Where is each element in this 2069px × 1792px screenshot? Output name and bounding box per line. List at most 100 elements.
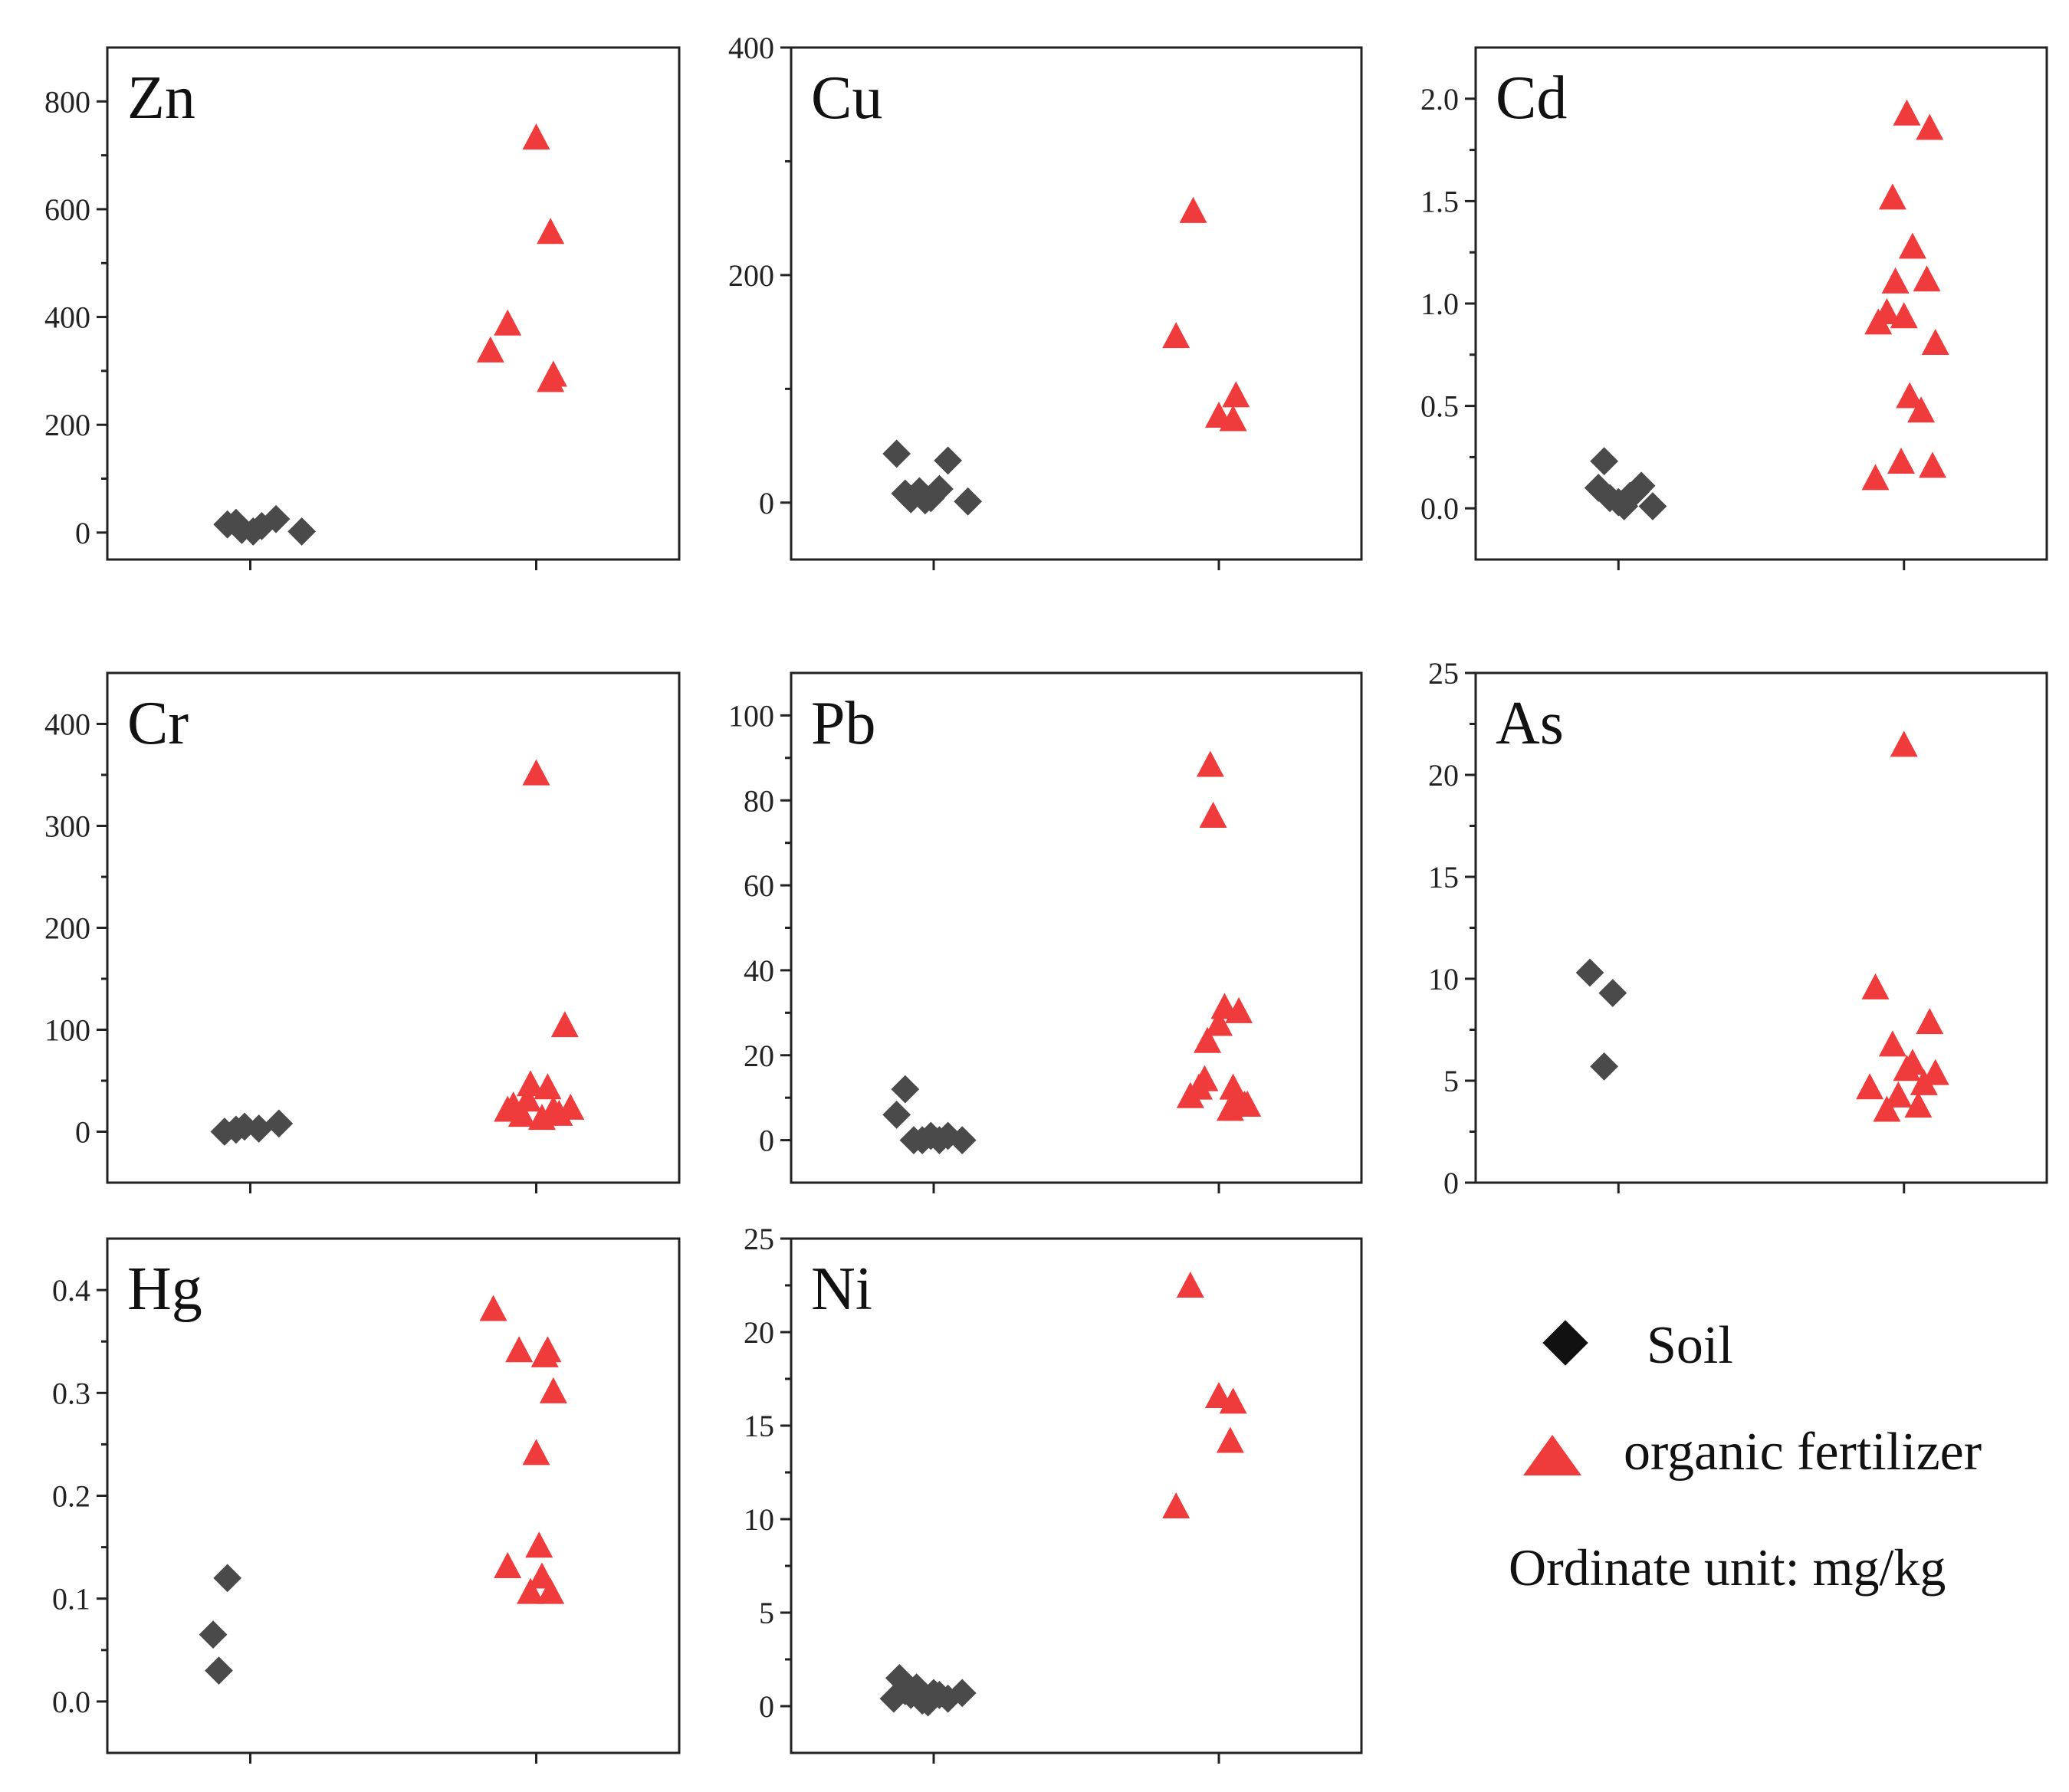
fertilizer-point (1176, 1272, 1204, 1298)
fertilizer-point (525, 1531, 553, 1558)
y-tick-label: 10 (744, 1502, 774, 1537)
plot-frame (106, 671, 681, 1184)
fertilizer-point (522, 759, 550, 786)
y-tick-label: 400 (44, 300, 90, 335)
fertilizer-point (1881, 267, 1910, 294)
y-tick-label: 0.1 (52, 1582, 90, 1616)
y-tick-label: 40 (744, 953, 774, 988)
fertilizer-point (1219, 1073, 1247, 1100)
panel-title: Ni (811, 1255, 872, 1323)
y-tick-label: 1.5 (1420, 184, 1459, 218)
panel-title: Cd (1496, 64, 1567, 132)
y-tick-label: 0.0 (1420, 491, 1459, 526)
y-tick-label: 25 (744, 1222, 774, 1256)
soil-point (934, 446, 962, 475)
fertilizer-point (527, 1562, 556, 1589)
fertilizer-point (1913, 265, 1941, 292)
fertilizer-point (537, 1577, 565, 1604)
soil-point (882, 1100, 911, 1129)
fertilizer-point (1225, 996, 1253, 1023)
y-tick-label: 15 (744, 1409, 774, 1443)
y-tick-label: 60 (744, 868, 774, 903)
y-tick-label: 200 (44, 911, 90, 946)
y-tick-label: 2.0 (1420, 82, 1459, 117)
fertilizer-point (1921, 329, 1949, 356)
panel-as: 0 5 10 15 20 25 As (1428, 656, 2048, 1200)
panel-pb: 0 20 40 60 80 100 Pb (728, 671, 1363, 1193)
fertilizer-point (1233, 1090, 1262, 1117)
fertilizer-point (1219, 405, 1247, 432)
soil-point (1627, 471, 1656, 501)
fertilizer-point (1890, 730, 1918, 757)
fertilizer-point (1162, 1492, 1190, 1518)
soil-point (1638, 492, 1667, 520)
y-tick-label: 25 (1428, 656, 1459, 691)
y-tick-label: 20 (744, 1315, 774, 1350)
fertilizer-point (517, 1070, 545, 1097)
fertilizer-point (1919, 451, 1946, 478)
plot-frame (106, 46, 681, 561)
soil-point (954, 487, 983, 516)
y-tick-label: 300 (44, 809, 90, 844)
fertilizer-point (1893, 99, 1921, 126)
y-tick-label: 0.4 (52, 1273, 90, 1308)
fertilizer-point (1921, 1058, 1949, 1085)
fertilizer-point (507, 1101, 536, 1127)
soil-point (264, 1109, 294, 1138)
y-tick-label: 200 (728, 258, 774, 293)
y-tick-label: 0.0 (52, 1685, 90, 1719)
legend: Soil organic fertilizer Ordinate unit: m… (1509, 1316, 1982, 1597)
fertilizer-point (1196, 750, 1224, 777)
y-tick-label: 0 (75, 1115, 90, 1150)
y-tick-label: 0.5 (1420, 389, 1459, 424)
fertilizer-point (1222, 381, 1250, 408)
soil-point (1575, 958, 1604, 987)
fertilizer-point (1194, 1026, 1222, 1053)
y-tick-label: 0 (1443, 1166, 1459, 1200)
fertilizer-point (1896, 382, 1924, 409)
fertilizer-point (1898, 232, 1926, 259)
fertilizer-point (1904, 1091, 1933, 1118)
y-tick-label: 0.3 (52, 1376, 90, 1410)
soil-point (287, 517, 317, 546)
y-tick-label: 200 (44, 408, 90, 442)
soil-point (1590, 447, 1619, 476)
soil-point (213, 1564, 242, 1593)
fertilizer-point (1916, 1008, 1944, 1035)
fertilizer-legend-label: organic fertilizer (1624, 1423, 1982, 1482)
y-tick-label: 400 (44, 707, 90, 742)
y-tick-label: 400 (728, 31, 774, 65)
fertilizer-point (1861, 464, 1890, 491)
fertilizer-point (479, 1295, 507, 1321)
panel-title: Cu (811, 64, 882, 132)
fertilizer-point (1887, 448, 1916, 474)
y-tick-label: 5 (759, 1596, 774, 1630)
panel-title: Zn (127, 64, 195, 132)
soil-point (245, 1114, 274, 1143)
fertilizer-point (1179, 196, 1207, 223)
fertilizer-point (522, 123, 550, 150)
y-tick-label: 15 (1428, 860, 1459, 894)
fertilizer-point (539, 1377, 567, 1403)
fertilizer-point (514, 1085, 542, 1112)
y-tick-label: 0 (759, 1124, 774, 1158)
fertilizer-point (494, 1552, 522, 1579)
panel-title: Pb (811, 690, 876, 757)
panel-cr: 0 100 200 300 400 Cr (44, 671, 681, 1193)
panel-title: Hg (127, 1255, 202, 1323)
fertilizer-point (1190, 1065, 1219, 1091)
y-tick-label: 0 (759, 486, 774, 520)
panel-title: Cr (127, 690, 189, 757)
y-tick-label: 10 (1428, 962, 1459, 996)
fertilizer-legend-marker (1523, 1435, 1581, 1475)
soil-point (947, 1679, 977, 1708)
fertilizer-point (1219, 1387, 1247, 1414)
soil-point (199, 1620, 228, 1649)
soil-point (205, 1656, 233, 1685)
fertilizer-point (1878, 183, 1906, 210)
fertilizer-point (534, 1336, 562, 1363)
fertilizer-point (1878, 1030, 1906, 1057)
soil-legend-label: Soil (1647, 1316, 1733, 1375)
fertilizer-point (1856, 1073, 1884, 1100)
soil-point (925, 474, 954, 504)
